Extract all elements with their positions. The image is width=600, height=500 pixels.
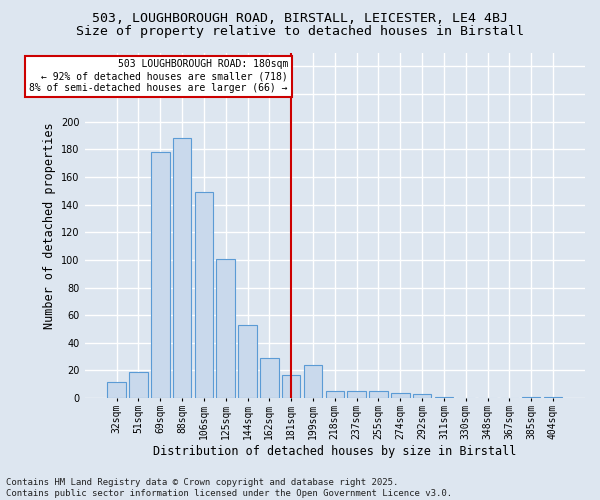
Bar: [434, 397, 453, 398]
Bar: [544, 397, 562, 398]
Bar: [217, 258, 235, 398]
Bar: [369, 391, 388, 398]
Bar: [151, 152, 170, 398]
Bar: [522, 397, 541, 398]
Bar: [413, 394, 431, 398]
Y-axis label: Number of detached properties: Number of detached properties: [43, 122, 56, 328]
Bar: [347, 391, 366, 398]
Text: 503, LOUGHBOROUGH ROAD, BIRSTALL, LEICESTER, LE4 4BJ: 503, LOUGHBOROUGH ROAD, BIRSTALL, LEICES…: [92, 12, 508, 26]
Bar: [391, 392, 410, 398]
X-axis label: Distribution of detached houses by size in Birstall: Distribution of detached houses by size …: [153, 444, 517, 458]
Bar: [194, 192, 213, 398]
Text: 503 LOUGHBOROUGH ROAD: 180sqm
← 92% of detached houses are smaller (718)
8% of s: 503 LOUGHBOROUGH ROAD: 180sqm ← 92% of d…: [29, 60, 288, 92]
Bar: [107, 382, 126, 398]
Bar: [173, 138, 191, 398]
Bar: [282, 374, 301, 398]
Text: Size of property relative to detached houses in Birstall: Size of property relative to detached ho…: [76, 25, 524, 38]
Bar: [238, 325, 257, 398]
Bar: [304, 365, 322, 398]
Text: Contains HM Land Registry data © Crown copyright and database right 2025.
Contai: Contains HM Land Registry data © Crown c…: [6, 478, 452, 498]
Bar: [129, 372, 148, 398]
Bar: [260, 358, 278, 398]
Bar: [326, 391, 344, 398]
